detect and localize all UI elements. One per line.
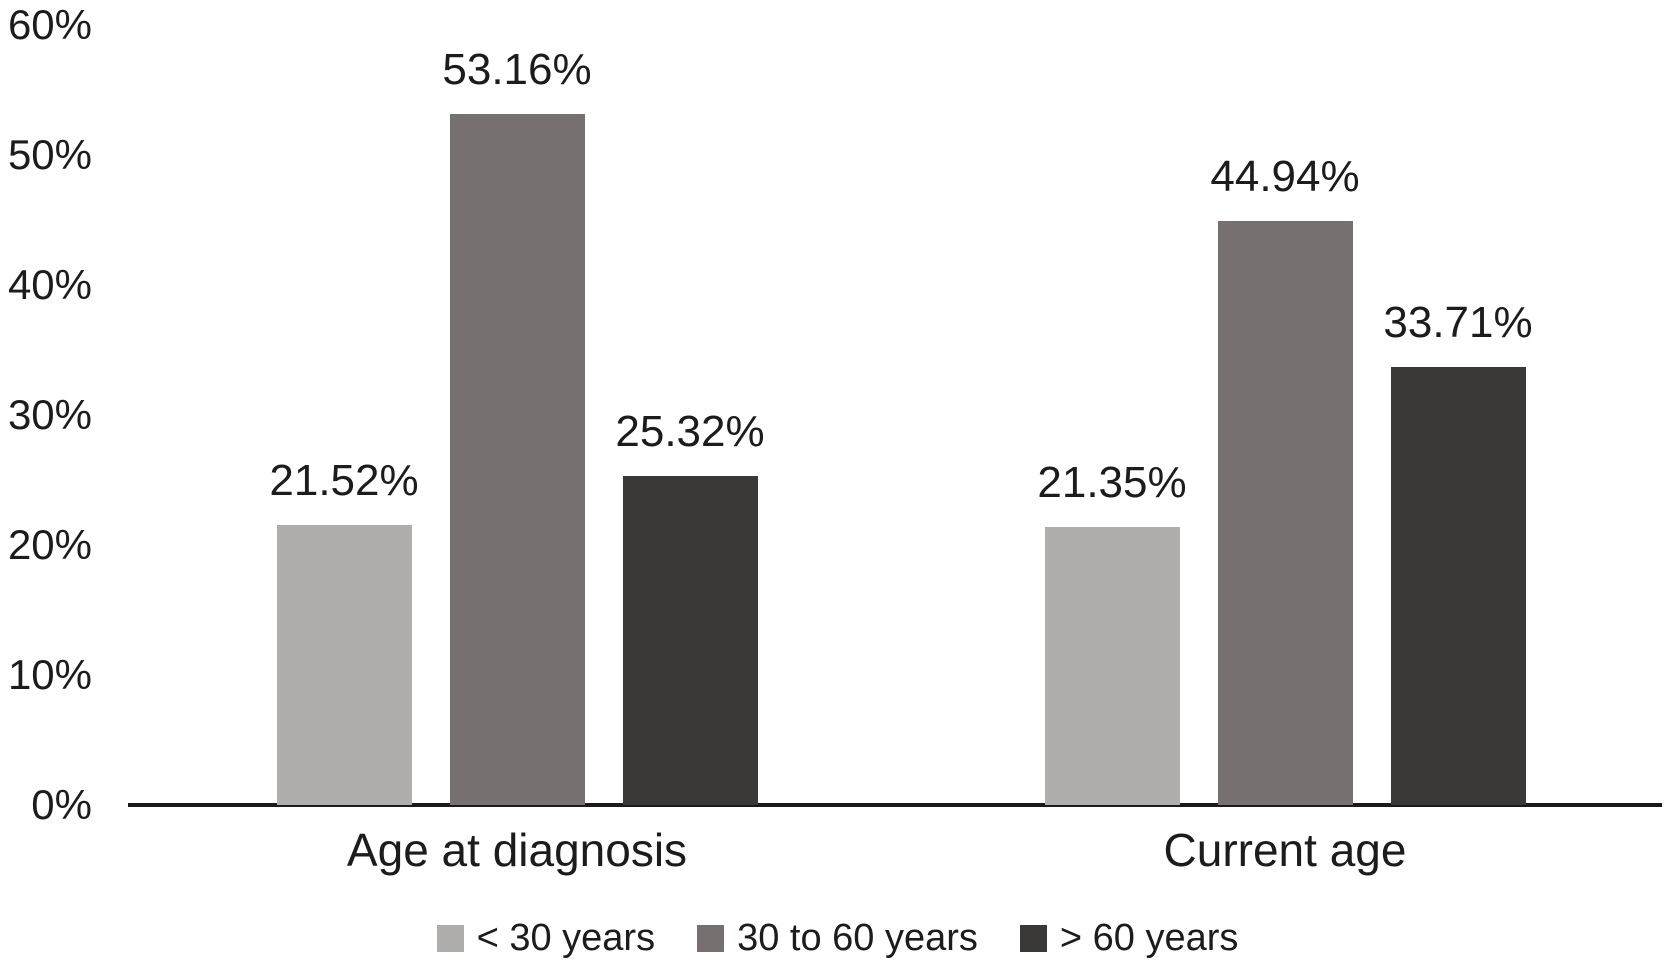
- bar-30to60-current: [1217, 221, 1353, 805]
- legend: < 30 years 30 to 60 years > 60 years: [0, 916, 1675, 960]
- category-label-current-age: Current age: [1163, 824, 1407, 876]
- bar-value-label: 53.16%: [442, 45, 592, 94]
- legend-label: > 60 years: [1059, 917, 1239, 959]
- y-tick-label: 0%: [31, 781, 92, 828]
- legend-item: < 30 years: [436, 916, 656, 960]
- legend-label: < 30 years: [476, 917, 656, 959]
- bar-30to60-diagnosis: [449, 114, 585, 805]
- bar-gt60-diagnosis: [622, 476, 758, 805]
- bar-value-label: 21.35%: [1037, 458, 1187, 507]
- y-tick-label: 10%: [7, 651, 92, 698]
- legend-item: 30 to 60 years: [697, 916, 978, 960]
- legend-swatch-icon: [697, 924, 725, 952]
- legend-item: > 60 years: [1019, 916, 1239, 960]
- bar-lt30-current: [1044, 527, 1180, 805]
- category-label-age-at-diagnosis: Age at diagnosis: [346, 824, 688, 876]
- legend-swatch-icon: [1019, 924, 1047, 952]
- y-tick-label: 60%: [7, 1, 92, 48]
- x-axis-line: [128, 803, 1662, 807]
- legend-label: 30 to 60 years: [737, 917, 978, 959]
- bar-gt60-current: [1390, 367, 1526, 805]
- y-tick-label: 30%: [7, 391, 92, 438]
- bar-value-label: 33.71%: [1383, 298, 1533, 347]
- y-tick-label: 20%: [7, 521, 92, 568]
- bar-lt30-diagnosis: [276, 525, 412, 805]
- bar-value-label: 25.32%: [615, 407, 765, 456]
- legend-swatch-icon: [436, 924, 464, 952]
- bar-value-label: 44.94%: [1210, 152, 1360, 201]
- y-tick-label: 40%: [7, 261, 92, 308]
- y-tick-label: 50%: [7, 131, 92, 178]
- bar-value-label: 21.52%: [269, 456, 419, 505]
